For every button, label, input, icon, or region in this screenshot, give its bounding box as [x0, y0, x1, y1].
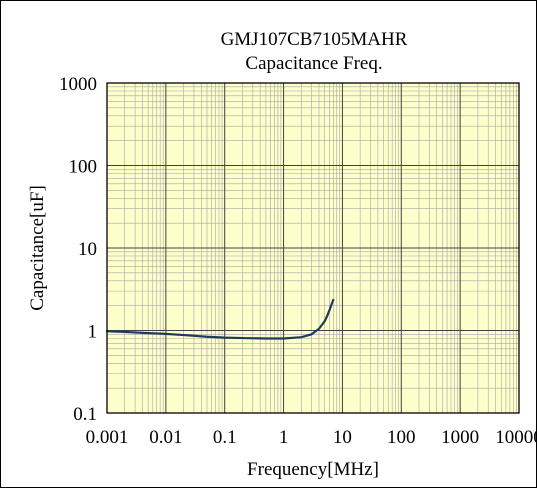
x-tick-label: 100 [387, 427, 416, 448]
x-tick-label: 0.001 [86, 427, 129, 448]
y-tick-label: 10 [78, 239, 97, 260]
x-tick-label: 10 [333, 427, 352, 448]
plot-frame [106, 82, 520, 414]
series-layer [105, 298, 335, 340]
chart-title: GMJ107CB7105MAHR [221, 29, 408, 50]
x-tick-label: 0.01 [149, 427, 182, 448]
series-line [105, 298, 335, 340]
y-tick-label: 0.1 [73, 404, 97, 425]
x-tick-label: 0.1 [213, 427, 237, 448]
x-tick-label: 1 [279, 427, 289, 448]
y-tick-labels: 0.1 1 10 100 1000 [59, 74, 97, 425]
y-axis-label: Capacitance[uF] [27, 185, 48, 311]
x-axis-label: Frequency[MHz] [247, 459, 379, 480]
x-tick-label: 1000 [441, 427, 479, 448]
y-tick-label: 1000 [59, 74, 97, 95]
y-tick-label: 1 [88, 322, 98, 343]
chart-subtitle: Capacitance Freq. [245, 53, 382, 74]
y-tick-label: 100 [69, 157, 98, 178]
